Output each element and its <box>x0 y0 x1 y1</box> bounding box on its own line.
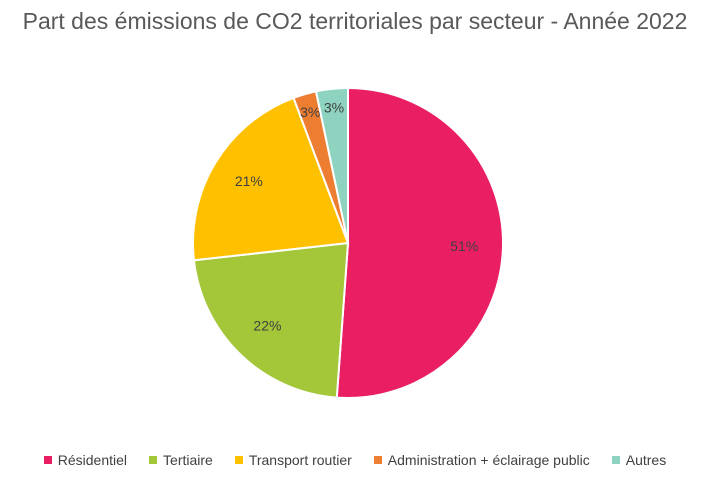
legend-label: Résidentiel <box>57 452 128 468</box>
legend-item: Transport routier <box>234 452 352 468</box>
slice-data-label: 3% <box>324 100 344 116</box>
legend-label: Administration + éclairage public <box>387 452 590 468</box>
legend-swatch <box>149 456 158 464</box>
slice-data-label: 21% <box>235 173 263 189</box>
pie-slice <box>192 96 350 262</box>
legend-swatch <box>611 456 620 464</box>
pie-chart: 51% 22% 21% 3% 3% <box>192 86 504 399</box>
legend: Résidentiel Tertiaire Transport routier Adm… <box>0 452 710 468</box>
legend-item: Résidentiel <box>43 452 128 468</box>
slice-data-label: 22% <box>253 318 281 334</box>
legend-swatch <box>373 456 382 464</box>
legend-swatch <box>43 456 52 464</box>
slice-data-label: 51% <box>450 238 478 254</box>
legend-label: Autres <box>625 452 667 468</box>
legend-item: Autres <box>611 452 667 468</box>
pie-slice <box>335 86 504 399</box>
legend-item: Tertiaire <box>149 452 213 468</box>
legend-swatch <box>234 456 243 464</box>
legend-item: Administration + éclairage public <box>373 452 590 468</box>
legend-label: Transport routier <box>248 452 352 468</box>
slice-data-label: 3% <box>300 104 320 120</box>
legend-label: Tertiaire <box>163 452 213 468</box>
pie-slice <box>314 86 349 244</box>
pie-slice <box>192 241 350 399</box>
chart-title: Part des émissions de CO2 territoriales … <box>22 8 688 34</box>
